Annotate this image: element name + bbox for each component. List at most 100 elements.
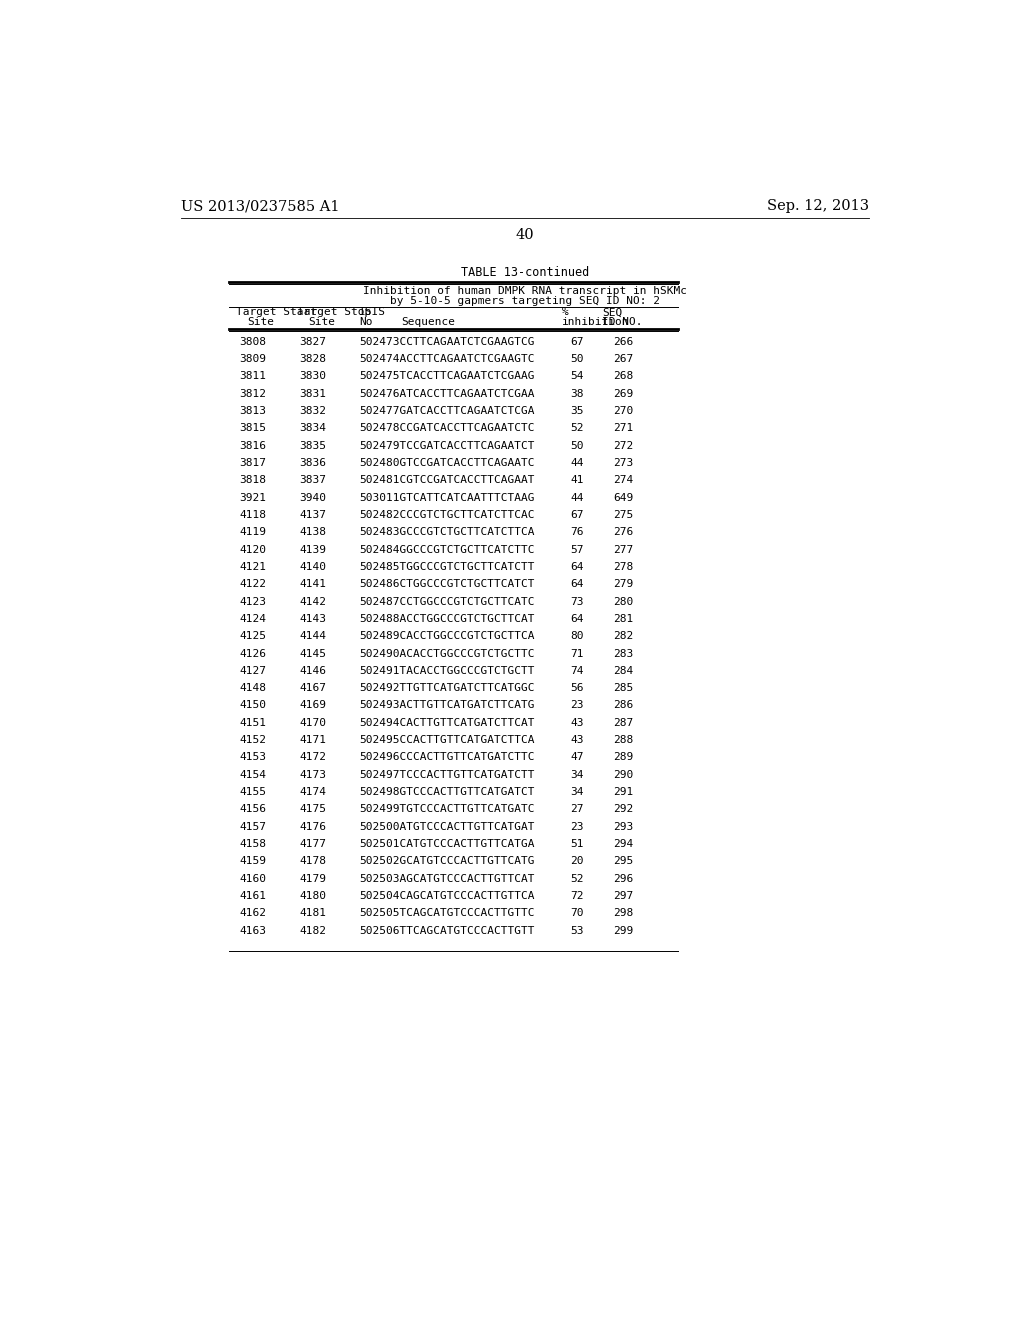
Text: 34: 34 — [570, 787, 584, 797]
Text: 4157: 4157 — [239, 822, 266, 832]
Text: 502479TCCGATCACCTTCAGAATCT: 502479TCCGATCACCTTCAGAATCT — [359, 441, 535, 450]
Text: 4146: 4146 — [299, 665, 327, 676]
Text: 4119: 4119 — [239, 527, 266, 537]
Text: Target Stop: Target Stop — [297, 308, 372, 317]
Text: 3837: 3837 — [299, 475, 327, 486]
Text: 4170: 4170 — [299, 718, 327, 727]
Text: 274: 274 — [613, 475, 633, 486]
Text: 4122: 4122 — [239, 579, 266, 589]
Text: 271: 271 — [613, 424, 633, 433]
Text: 502473CCTTCAGAATCTCGAAGTCG: 502473CCTTCAGAATCTCGAAGTCG — [359, 337, 535, 347]
Text: 4158: 4158 — [239, 840, 266, 849]
Text: 502488ACCTGGCCCGTCTGCTTCAT: 502488ACCTGGCCCGTCTGCTTCAT — [359, 614, 535, 624]
Text: Site: Site — [248, 317, 274, 326]
Text: 4151: 4151 — [239, 718, 266, 727]
Text: 20: 20 — [570, 857, 584, 866]
Text: 502494CACTTGTTCATGATCTTCAT: 502494CACTTGTTCATGATCTTCAT — [359, 718, 535, 727]
Text: 67: 67 — [570, 510, 584, 520]
Text: 4148: 4148 — [239, 684, 266, 693]
Text: 3836: 3836 — [299, 458, 327, 467]
Text: 279: 279 — [613, 579, 633, 589]
Text: 502493ACTTGTTCATGATCTTCATG: 502493ACTTGTTCATGATCTTCATG — [359, 701, 535, 710]
Text: 288: 288 — [613, 735, 633, 744]
Text: 4126: 4126 — [239, 648, 266, 659]
Text: 502498GTCCCACTTGTTCATGATCT: 502498GTCCCACTTGTTCATGATCT — [359, 787, 535, 797]
Text: 272: 272 — [613, 441, 633, 450]
Text: 3830: 3830 — [299, 371, 327, 381]
Text: 502487CCTGGCCCGTCTGCTTCATC: 502487CCTGGCCCGTCTGCTTCATC — [359, 597, 535, 606]
Text: 3921: 3921 — [239, 492, 266, 503]
Text: 74: 74 — [570, 665, 584, 676]
Text: 4160: 4160 — [239, 874, 266, 883]
Text: 290: 290 — [613, 770, 633, 780]
Text: 4161: 4161 — [239, 891, 266, 902]
Text: 502504CAGCATGTCCCACTTGTTCA: 502504CAGCATGTCCCACTTGTTCA — [359, 891, 535, 902]
Text: 52: 52 — [570, 424, 584, 433]
Text: 276: 276 — [613, 527, 633, 537]
Text: 4140: 4140 — [299, 562, 327, 572]
Text: 503011GTCATTCATCAATTTCTAAG: 503011GTCATTCATCAATTTCTAAG — [359, 492, 535, 503]
Text: 502476ATCACCTTCAGAATCTCGAA: 502476ATCACCTTCAGAATCTCGAA — [359, 388, 535, 399]
Text: Sep. 12, 2013: Sep. 12, 2013 — [767, 199, 869, 213]
Text: 41: 41 — [570, 475, 584, 486]
Text: 57: 57 — [570, 545, 584, 554]
Text: 3818: 3818 — [239, 475, 266, 486]
Text: 4173: 4173 — [299, 770, 327, 780]
Text: 34: 34 — [570, 770, 584, 780]
Text: 4123: 4123 — [239, 597, 266, 606]
Text: 4150: 4150 — [239, 701, 266, 710]
Text: 27: 27 — [570, 804, 584, 814]
Text: Inhibition of human DMPK RNA transcript in hSKMc: Inhibition of human DMPK RNA transcript … — [362, 286, 687, 296]
Text: 4139: 4139 — [299, 545, 327, 554]
Text: 4171: 4171 — [299, 735, 327, 744]
Text: 502475TCACCTTCAGAATCTCGAAG: 502475TCACCTTCAGAATCTCGAAG — [359, 371, 535, 381]
Text: 4174: 4174 — [299, 787, 327, 797]
Text: 23: 23 — [570, 822, 584, 832]
Text: 4124: 4124 — [239, 614, 266, 624]
Text: 4127: 4127 — [239, 665, 266, 676]
Text: Sequence: Sequence — [400, 317, 455, 326]
Text: ID NO.: ID NO. — [602, 317, 643, 326]
Text: 289: 289 — [613, 752, 633, 763]
Text: 4143: 4143 — [299, 614, 327, 624]
Text: 4155: 4155 — [239, 787, 266, 797]
Text: 4152: 4152 — [239, 735, 266, 744]
Text: 4138: 4138 — [299, 527, 327, 537]
Text: 4172: 4172 — [299, 752, 327, 763]
Text: 502497TCCCACTTGTTCATGATCTT: 502497TCCCACTTGTTCATGATCTT — [359, 770, 535, 780]
Text: 3831: 3831 — [299, 388, 327, 399]
Text: 502480GTCCGATCACCTTCAGAATC: 502480GTCCGATCACCTTCAGAATC — [359, 458, 535, 467]
Text: 270: 270 — [613, 407, 633, 416]
Text: 296: 296 — [613, 874, 633, 883]
Text: 3816: 3816 — [239, 441, 266, 450]
Text: 502482CCCGTCTGCTTCATCTTCAC: 502482CCCGTCTGCTTCATCTTCAC — [359, 510, 535, 520]
Text: 4181: 4181 — [299, 908, 327, 919]
Text: 35: 35 — [570, 407, 584, 416]
Text: 3815: 3815 — [239, 424, 266, 433]
Text: 64: 64 — [570, 579, 584, 589]
Text: 502496CCCACTTGTTCATGATCTTC: 502496CCCACTTGTTCATGATCTTC — [359, 752, 535, 763]
Text: 4180: 4180 — [299, 891, 327, 902]
Text: 502492TTGTTCATGATCTTCATGGC: 502492TTGTTCATGATCTTCATGGC — [359, 684, 535, 693]
Text: 4154: 4154 — [239, 770, 266, 780]
Text: 281: 281 — [613, 614, 633, 624]
Text: 4120: 4120 — [239, 545, 266, 554]
Text: 71: 71 — [570, 648, 584, 659]
Text: 4125: 4125 — [239, 631, 266, 642]
Text: 3809: 3809 — [239, 354, 266, 364]
Text: 67: 67 — [570, 337, 584, 347]
Text: 70: 70 — [570, 908, 584, 919]
Text: 3812: 3812 — [239, 388, 266, 399]
Text: 3828: 3828 — [299, 354, 327, 364]
Text: 76: 76 — [570, 527, 584, 537]
Text: 292: 292 — [613, 804, 633, 814]
Text: 282: 282 — [613, 631, 633, 642]
Text: 47: 47 — [570, 752, 584, 763]
Text: 502481CGTCCGATCACCTTCAGAAT: 502481CGTCCGATCACCTTCAGAAT — [359, 475, 535, 486]
Text: 291: 291 — [613, 787, 633, 797]
Text: 73: 73 — [570, 597, 584, 606]
Text: 293: 293 — [613, 822, 633, 832]
Text: by 5-10-5 gapmers targeting SEQ ID NO: 2: by 5-10-5 gapmers targeting SEQ ID NO: 2 — [390, 296, 659, 306]
Text: No: No — [359, 317, 373, 326]
Text: 4179: 4179 — [299, 874, 327, 883]
